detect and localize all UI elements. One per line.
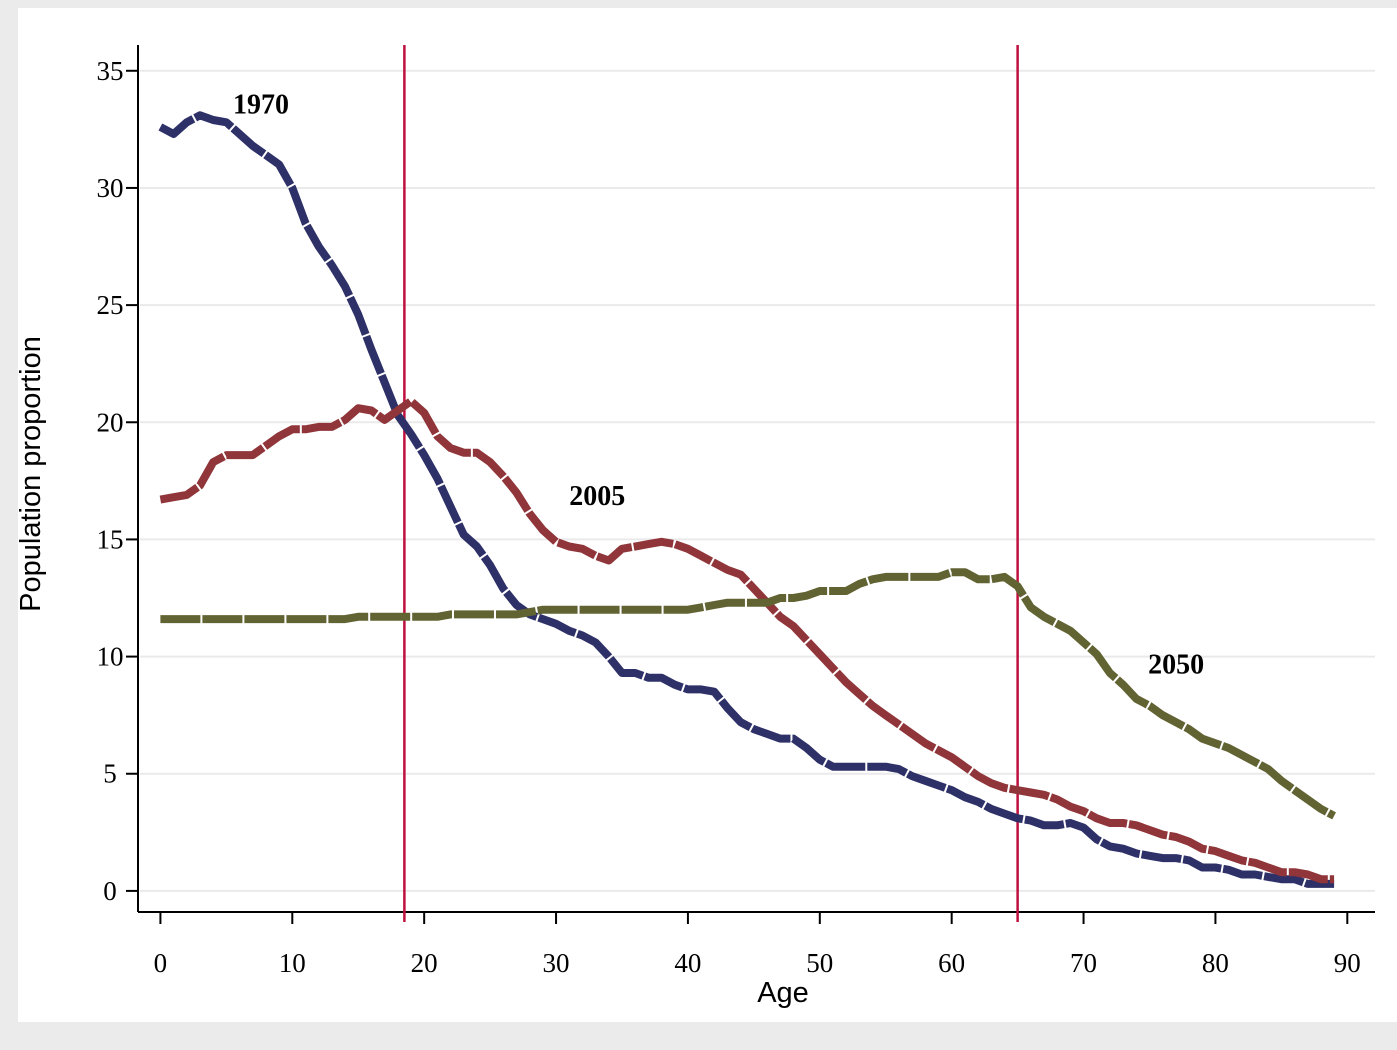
annotation: 2050	[1148, 650, 1204, 681]
y-tick-label: 25	[97, 290, 124, 320]
y-tick-label: 0	[103, 876, 117, 906]
annotation: 1970	[233, 90, 289, 121]
y-tick-label: 35	[97, 56, 124, 86]
series-line	[159, 397, 1335, 884]
y-tick-label: 20	[97, 407, 124, 437]
annotation: 2005	[569, 481, 625, 512]
series-line	[160, 568, 1336, 820]
x-tick-label: 50	[806, 948, 833, 978]
x-tick-label: 90	[1334, 948, 1361, 978]
x-tick-label: 70	[1070, 948, 1097, 978]
x-tick-label: 60	[938, 948, 965, 978]
x-tick-label: 10	[279, 948, 306, 978]
x-tick-label: 20	[411, 948, 438, 978]
x-tick-label: 0	[154, 948, 168, 978]
y-axis-title: Population proportion	[15, 336, 47, 612]
y-tick-label: 15	[97, 524, 124, 554]
x-tick-label: 80	[1202, 948, 1229, 978]
series-line	[158, 111, 1335, 888]
y-tick-label: 10	[97, 642, 124, 672]
plot-region	[18, 8, 1397, 1022]
y-tick-label: 5	[103, 759, 117, 789]
x-axis-title: Age	[757, 977, 809, 1009]
x-tick-label: 40	[674, 948, 701, 978]
y-tick-label: 30	[97, 173, 124, 203]
x-tick-label: 30	[543, 948, 570, 978]
